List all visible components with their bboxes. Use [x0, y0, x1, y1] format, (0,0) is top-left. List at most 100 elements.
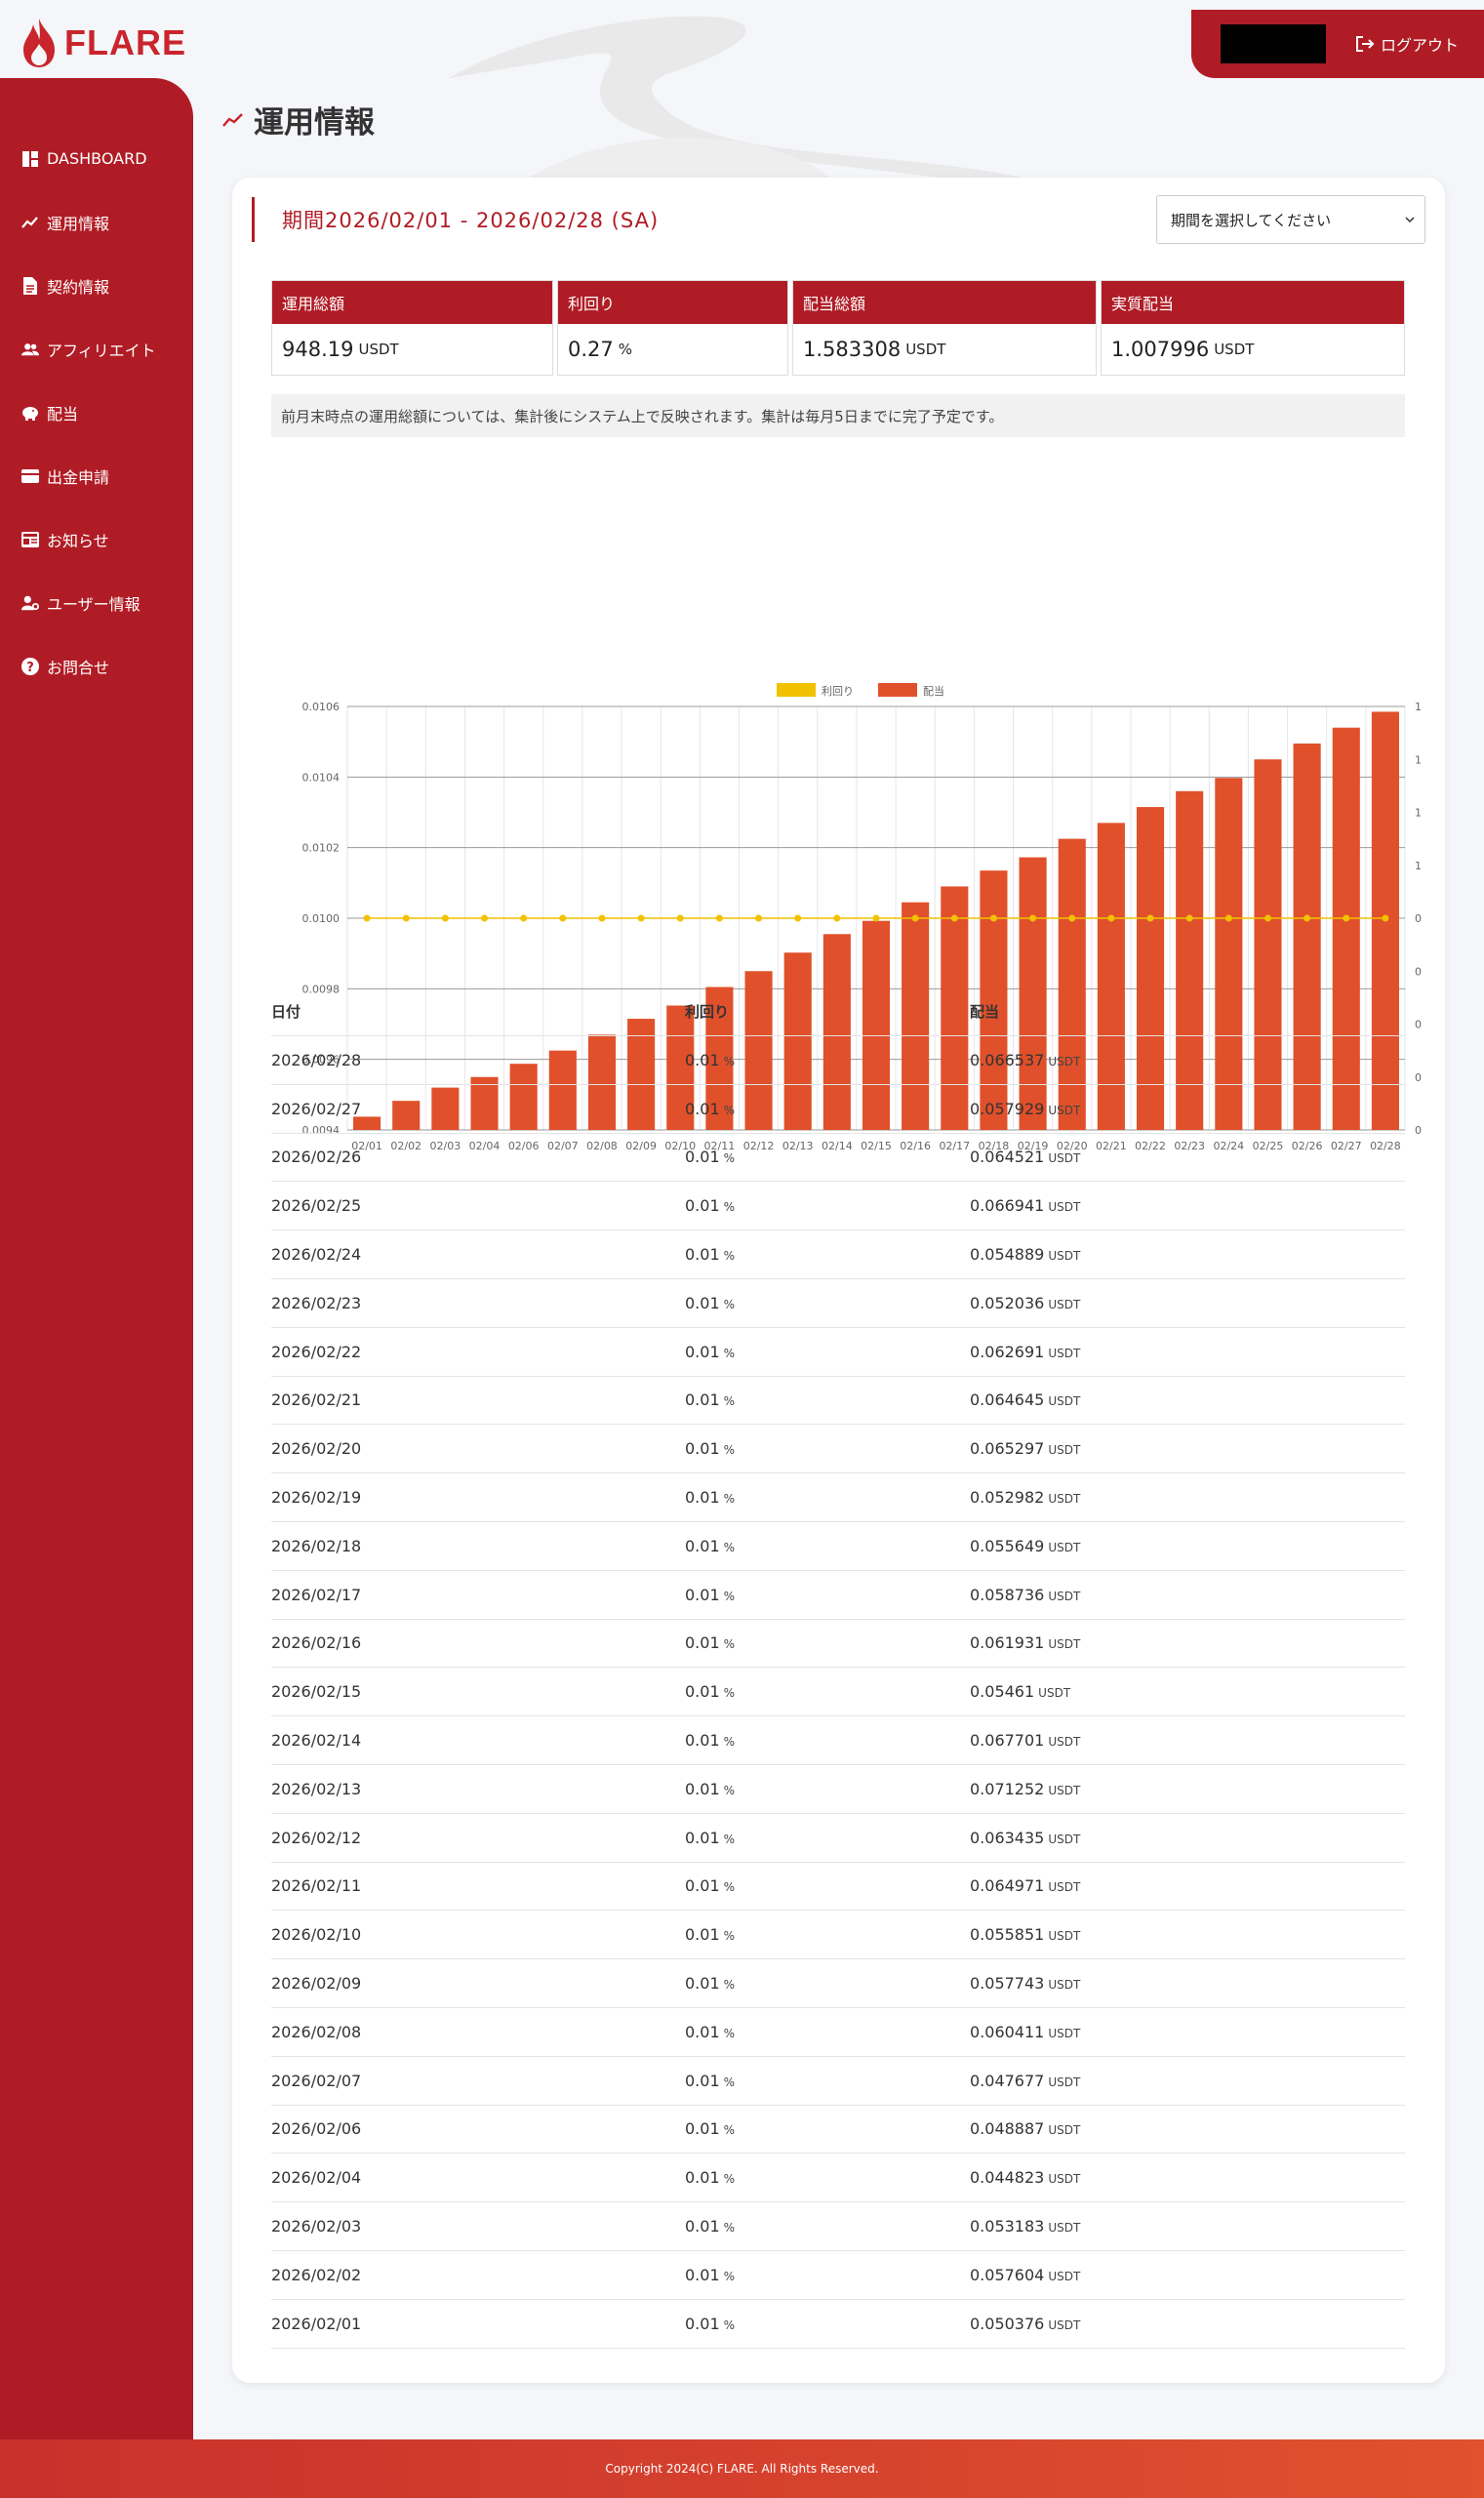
cell-dividend: 0.071252 USDT: [970, 1779, 1081, 1798]
cell-rate: 0.01%: [685, 1974, 736, 1994]
piggy-bank-icon: [21, 404, 39, 422]
unit-label: USDT: [1048, 1103, 1081, 1117]
chart-point: [1185, 914, 1193, 922]
sidebar-item-dividend[interactable]: 配当: [0, 381, 193, 444]
chart-point: [1146, 914, 1154, 922]
cell-date: 2026/02/18: [271, 1536, 362, 1555]
unit-label: USDT: [1048, 1151, 1081, 1166]
period-select[interactable]: 期間を選択してください: [1156, 195, 1425, 244]
user-name-redacted[interactable]: [1221, 24, 1326, 63]
sidebar-item-contact[interactable]: ? お問合せ: [0, 634, 193, 698]
sidebar-item-news[interactable]: お知らせ: [0, 507, 193, 571]
unit-label: %: [723, 1735, 736, 1750]
cell-rate: 0.01%: [685, 2071, 736, 2090]
table-row: 2026/02/09 0.01% 0.057743 USDT: [271, 1959, 1405, 2008]
chart-point: [1068, 914, 1076, 922]
table-row: 2026/02/25 0.01% 0.066941 USDT: [271, 1182, 1405, 1231]
sidebar-item-label: 配当: [47, 404, 79, 423]
cell-date: 2026/02/02: [271, 2265, 362, 2284]
x-axis-tick: 02/19: [1018, 1140, 1049, 1152]
x-axis-tick: 02/26: [1292, 1140, 1323, 1152]
chart-bar: [392, 1101, 421, 1130]
table-row: 2026/02/27 0.01% 0.057929 USDT: [271, 1085, 1405, 1134]
unit-label: USDT: [1048, 1200, 1081, 1215]
chart-bar: [1254, 759, 1282, 1130]
chart-bar: [1136, 807, 1165, 1130]
x-axis-tick: 02/16: [900, 1140, 931, 1152]
chart-point: [1263, 914, 1271, 922]
unit-label: %: [723, 1054, 736, 1068]
chart-bar: [627, 1019, 656, 1130]
left-axis-tick: 0.0094: [302, 1124, 341, 1137]
unit-label: %: [723, 1540, 736, 1554]
sidebar-item-withdrawal[interactable]: 出金申請: [0, 444, 193, 507]
user-gear-icon: [21, 594, 39, 612]
chart-point: [1343, 914, 1350, 922]
cell-dividend: 0.053183 USDT: [970, 2217, 1081, 2236]
cell-dividend: 0.067701 USDT: [970, 1731, 1081, 1751]
sidebar-item-label: お知らせ: [47, 531, 109, 550]
cell-rate: 0.01%: [685, 1585, 736, 1604]
unit-label: %: [723, 2317, 736, 2332]
table-row: 2026/02/10 0.01% 0.055851 USDT: [271, 1911, 1405, 1960]
unit-label: %: [723, 1686, 736, 1701]
chart-point: [637, 914, 645, 922]
table-row: 2026/02/15 0.01% 0.05461 USDT: [271, 1668, 1405, 1717]
aggregation-notice: 前月末時点の運用総額については、集計後にシステム上で反映されます。集計は毎月5日…: [271, 394, 1405, 437]
x-axis-tick: 02/10: [664, 1140, 696, 1152]
unit-label: %: [723, 1297, 736, 1311]
chart-svg: 0.0106 0.0104 0.0102 0.0100 0.0098 0.0096 0.00…: [302, 683, 1432, 1152]
top-bar: ログアウト: [1191, 10, 1484, 78]
help-icon: ?: [21, 657, 39, 675]
sidebar-item-user-info[interactable]: ユーザー情報: [0, 571, 193, 634]
x-axis-tick: 02/17: [939, 1140, 970, 1152]
chart-bar: [783, 952, 812, 1130]
chart-bar: [1097, 823, 1125, 1130]
stat-label: 実質配当: [1102, 281, 1404, 324]
sidebar-item-dashboard[interactable]: DASHBOARD: [0, 127, 193, 190]
chart-bar: [822, 934, 851, 1130]
unit-label: USDT: [1048, 1929, 1081, 1944]
unit-label: USDT: [1048, 2269, 1081, 2283]
table-body: 2026/02/28 0.01% 0.066537 USDT 2026/02/27 0.0…: [271, 1036, 1405, 2349]
cell-date: 2026/02/03: [271, 2217, 362, 2236]
chart-point: [481, 914, 489, 922]
unit-label: USDT: [1048, 2172, 1081, 2187]
cell-date: 2026/02/25: [271, 1196, 362, 1216]
unit-label: %: [723, 1880, 736, 1895]
left-axis-tick: 0.0106: [302, 701, 341, 713]
chart-point: [794, 914, 802, 922]
cell-rate: 0.01%: [685, 1439, 736, 1459]
chevron-down-icon: [1405, 216, 1415, 222]
table-row: 2026/02/26 0.01% 0.064521 USDT: [271, 1134, 1405, 1183]
cell-date: 2026/02/08: [271, 2022, 362, 2041]
stats-grid: 運用総額 948.19 USDT 利回り 0.27% 配当総額 1.583308 U…: [271, 280, 1405, 376]
cell-dividend: 0.066537 USDT: [970, 1050, 1081, 1069]
stat-unit: %: [618, 341, 633, 358]
unit-label: %: [723, 1492, 736, 1507]
wallet-icon: [21, 467, 39, 485]
chart-bar: [980, 870, 1008, 1130]
page-title-text: 運用情報: [254, 105, 375, 141]
cell-rate: 0.01%: [685, 2119, 736, 2139]
stat-label: 運用総額: [272, 281, 552, 324]
cell-dividend: 0.055851 USDT: [970, 1925, 1081, 1945]
cell-date: 2026/02/15: [271, 1682, 362, 1702]
stat-yield: 利回り 0.27%: [557, 280, 788, 376]
table-row: 2026/02/04 0.01% 0.044823 USDT: [271, 2154, 1405, 2203]
chart-point: [715, 914, 723, 922]
background-swoosh: [449, 16, 1054, 185]
sidebar-item-operations[interactable]: 運用情報: [0, 190, 193, 254]
sidebar-item-affiliate[interactable]: アフィリエイト: [0, 317, 193, 381]
logout-button[interactable]: ログアウト: [1355, 32, 1459, 56]
cell-date: 2026/02/12: [271, 1828, 362, 1847]
cell-dividend: 0.044823 USDT: [970, 2168, 1081, 2188]
document-icon: [21, 276, 39, 295]
sidebar-item-contract[interactable]: 契約情報: [0, 254, 193, 317]
brand-logo[interactable]: FLARE: [20, 14, 186, 72]
left-axis-tick: 0.0100: [302, 912, 341, 925]
cell-dividend: 0.055649 USDT: [970, 1536, 1081, 1555]
cell-rate: 0.01%: [685, 1390, 736, 1410]
x-axis-tick: 02/14: [822, 1140, 853, 1152]
svg-text:?: ?: [26, 661, 34, 675]
